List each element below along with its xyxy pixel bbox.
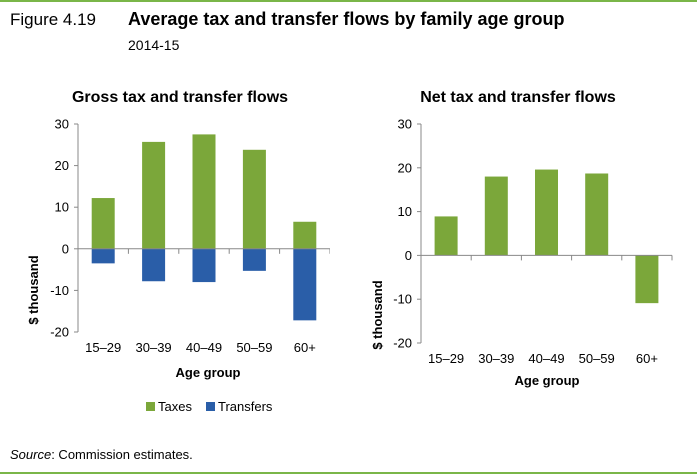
x-axis-label: Age group bbox=[515, 373, 580, 388]
bar-taxes-15-29 bbox=[91, 198, 115, 249]
figure-label: Figure 4.19 bbox=[10, 10, 96, 29]
y-tick-label: -10 bbox=[50, 283, 69, 298]
source-text: : Commission estimates. bbox=[51, 447, 193, 462]
bar-transfers-60 bbox=[293, 248, 317, 321]
figure-subtitle: 2014-15 bbox=[128, 37, 180, 53]
x-tick-label: 30–39 bbox=[478, 351, 514, 366]
y-tick-label: -20 bbox=[50, 325, 69, 340]
chart-title: Net tax and transfer flows bbox=[420, 89, 616, 106]
bar-net-40-49 bbox=[535, 169, 558, 256]
y-tick-label: 30 bbox=[55, 117, 69, 132]
bar-taxes-30-39 bbox=[142, 141, 166, 249]
y-tick-label: -20 bbox=[393, 336, 412, 351]
legend-swatch-taxes bbox=[146, 402, 155, 411]
x-tick-label: 50–59 bbox=[579, 351, 615, 366]
y-tick-label: 30 bbox=[398, 117, 412, 132]
y-tick-label: 10 bbox=[398, 204, 412, 219]
legend-label-taxes: Taxes bbox=[158, 399, 192, 414]
figure-title: Average tax and transfer flows by family… bbox=[128, 9, 565, 29]
net-flows-chart: Net tax and transfer flows $ thousand Ag… bbox=[370, 89, 673, 388]
bar-marks: 30 20 10 0 -10 -20 15–29 30–39 40–49 50–59 60+ bbox=[393, 117, 673, 366]
bar-net-60 bbox=[635, 255, 659, 304]
y-axis-label: $ thousand bbox=[370, 280, 385, 349]
x-tick-label: 30–39 bbox=[136, 340, 172, 355]
legend-swatch-transfers bbox=[206, 402, 215, 411]
bar-net-50-59 bbox=[585, 173, 609, 256]
y-tick-label: 20 bbox=[398, 160, 412, 175]
gross-flows-chart: Gross tax and transfer flows $ thousand … bbox=[26, 89, 330, 414]
bar-marks: 30 20 10 0 -10 -20 15–29 30–39 40–49 50–59 60+ bbox=[50, 117, 330, 355]
y-tick-label: 10 bbox=[55, 200, 69, 215]
bar-net-15-29 bbox=[434, 216, 458, 256]
bottom-rule bbox=[0, 472, 697, 474]
x-tick-label: 40–49 bbox=[528, 351, 564, 366]
bar-taxes-40-49 bbox=[192, 134, 216, 249]
bar-taxes-60 bbox=[293, 221, 317, 249]
y-tick-label: 20 bbox=[55, 158, 69, 173]
x-tick-label: 60+ bbox=[294, 340, 316, 355]
chart-title: Gross tax and transfer flows bbox=[72, 89, 288, 106]
y-tick-label: -10 bbox=[393, 292, 412, 307]
x-axis-label: Age group bbox=[176, 365, 241, 380]
bar-transfers-50-59 bbox=[242, 248, 266, 271]
legend-label-transfers: Transfers bbox=[218, 399, 273, 414]
bar-taxes-50-59 bbox=[242, 149, 266, 249]
x-tick-label: 15–29 bbox=[428, 351, 464, 366]
bar-transfers-15-29 bbox=[91, 248, 115, 264]
y-tick-label: 0 bbox=[62, 241, 69, 256]
x-tick-label: 15–29 bbox=[85, 340, 121, 355]
source-note: Source: Commission estimates. bbox=[10, 447, 193, 462]
x-tick-label: 60+ bbox=[636, 351, 658, 366]
bar-transfers-30-39 bbox=[142, 248, 166, 282]
legend: Taxes Transfers bbox=[146, 399, 273, 414]
x-tick-label: 40–49 bbox=[186, 340, 222, 355]
y-tick-label: 0 bbox=[405, 248, 412, 263]
source-prefix: Source bbox=[10, 447, 52, 462]
x-tick-label: 50–59 bbox=[236, 340, 272, 355]
top-rule bbox=[0, 0, 697, 2]
y-axis-label: $ thousand bbox=[26, 255, 41, 324]
bar-net-30-39 bbox=[484, 176, 508, 256]
bar-transfers-40-49 bbox=[192, 248, 216, 283]
